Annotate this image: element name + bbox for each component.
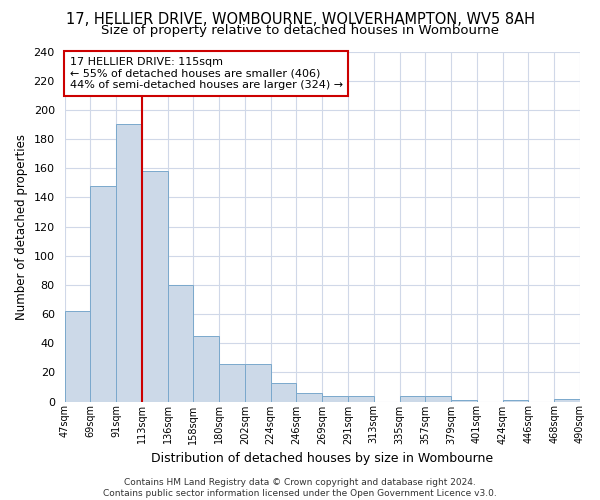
Text: Size of property relative to detached houses in Wombourne: Size of property relative to detached ho… [101,24,499,37]
Bar [425,396,451,402]
Bar [245,364,271,402]
Bar [554,398,580,402]
Bar [167,285,193,402]
Text: 17, HELLIER DRIVE, WOMBOURNE, WOLVERHAMPTON, WV5 8AH: 17, HELLIER DRIVE, WOMBOURNE, WOLVERHAMP… [65,12,535,28]
Text: 17 HELLIER DRIVE: 115sqm
← 55% of detached houses are smaller (406)
44% of semi-: 17 HELLIER DRIVE: 115sqm ← 55% of detach… [70,57,343,90]
Bar [271,382,296,402]
Bar [296,393,322,402]
Bar [142,171,167,402]
Bar [193,336,219,402]
Text: Contains HM Land Registry data © Crown copyright and database right 2024.
Contai: Contains HM Land Registry data © Crown c… [103,478,497,498]
Bar [451,400,477,402]
Bar [503,400,529,402]
Bar [219,364,245,402]
Bar [116,124,142,402]
Bar [348,396,374,402]
Bar [400,396,425,402]
Bar [91,186,116,402]
Bar [322,396,348,402]
Y-axis label: Number of detached properties: Number of detached properties [15,134,28,320]
X-axis label: Distribution of detached houses by size in Wombourne: Distribution of detached houses by size … [151,452,493,465]
Bar [65,311,91,402]
